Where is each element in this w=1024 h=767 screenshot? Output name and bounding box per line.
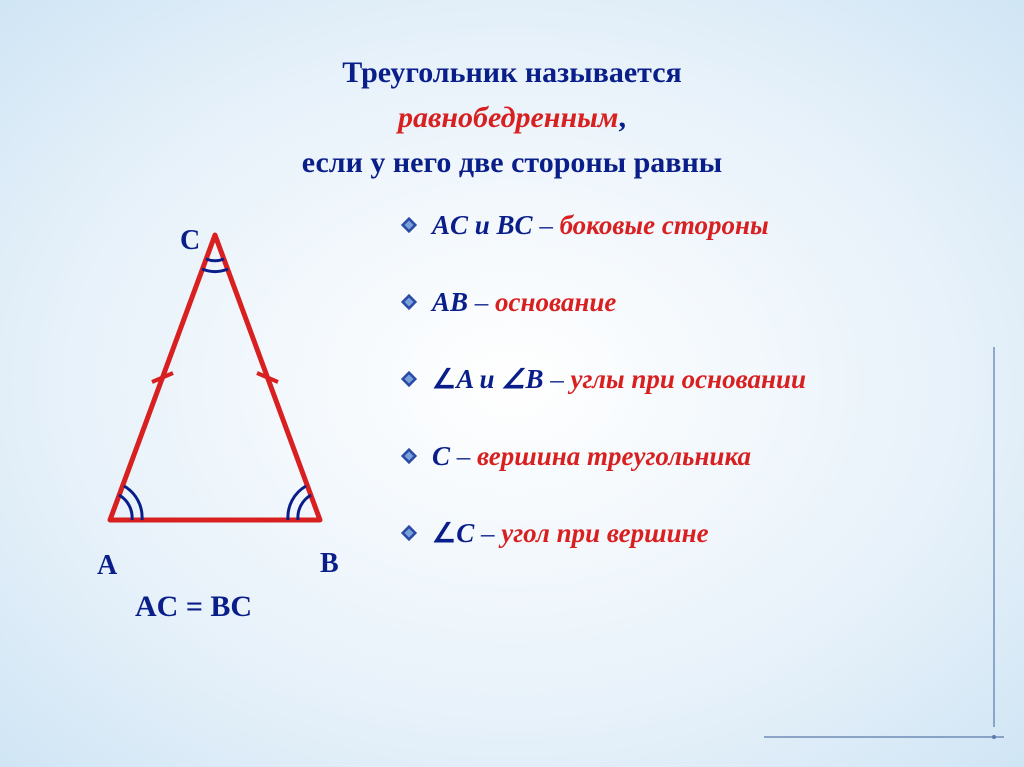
bullet-rhs: угол при вершине (501, 518, 708, 548)
heading-line-3: если у него две стороны равны (0, 140, 1024, 185)
bullet-rhs: боковые стороны (560, 210, 769, 240)
bullet-lhs: AC и BC (432, 210, 533, 240)
vertex-label-c: C (180, 225, 200, 257)
corner-decoration (764, 347, 1024, 767)
triangle-figure: C A B AC = BC (0, 210, 400, 595)
angle-c-arc1 (206, 259, 224, 261)
heading-line-1: Треугольник называется (0, 50, 1024, 95)
bullet-rhs: основание (495, 287, 616, 317)
bullet-rhs: вершина треугольника (477, 441, 751, 471)
bullet-lhs: C (432, 441, 450, 471)
diamond-icon (400, 287, 418, 318)
angle-a-arc1 (119, 495, 132, 520)
bullet-item: AB – основание (400, 287, 984, 318)
angle-b-arc1 (298, 495, 311, 520)
diamond-icon (400, 518, 418, 549)
equation: AC = BC (135, 590, 252, 624)
triangle-svg (85, 210, 355, 550)
diamond-icon (400, 441, 418, 472)
heading-line-2: равнобедренным (0, 95, 1024, 140)
heading-block: Треугольник называется равнобедренным ес… (0, 0, 1024, 185)
diamond-icon (400, 364, 418, 395)
vertex-label-a: A (97, 550, 117, 582)
bullet-lhs: A и ∠B (456, 364, 543, 394)
bullet-lhs: C (456, 518, 474, 548)
diamond-icon (400, 210, 418, 241)
triangle-polygon (110, 235, 320, 520)
angle-c-arc2 (202, 269, 228, 272)
vertex-label-b: B (320, 548, 339, 580)
bullet-item: AC и BC – боковые стороны (400, 210, 984, 241)
bullet-lhs: AB (432, 287, 468, 317)
